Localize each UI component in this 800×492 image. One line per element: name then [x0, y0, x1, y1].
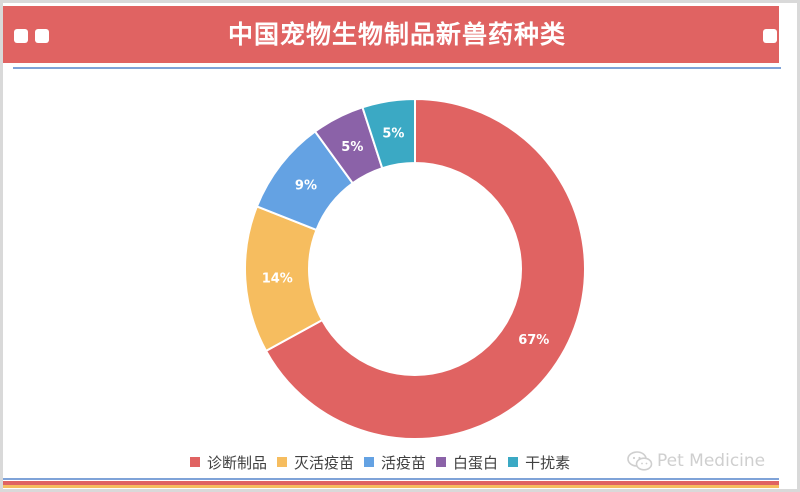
legend-swatch: [277, 457, 288, 467]
donut-slice-5: [361, 97, 416, 170]
donut-slice-1: [264, 97, 586, 440]
banner-dot-right: [763, 29, 777, 43]
legend-item-2: 灭活疫苗: [277, 452, 354, 473]
slice-label-1: 67%: [518, 333, 549, 348]
footer-bar-yellow: [3, 485, 779, 488]
footer-line-blue: [3, 478, 779, 480]
legend-label: 诊断制品: [207, 453, 268, 472]
legend-item-3: 活疫苗: [364, 452, 426, 473]
legend-swatch: [436, 457, 447, 467]
watermark: Pet Medicine: [627, 449, 765, 473]
legend-item-4: 白蛋白: [436, 452, 498, 473]
slice-label-4: 5%: [341, 140, 363, 155]
slice-label-3: 9%: [295, 178, 317, 193]
legend-label: 活疫苗: [381, 453, 427, 472]
legend-swatch: [364, 457, 375, 467]
chart-title: 中国宠物生物制品新兽药种类: [227, 20, 566, 49]
legend-label: 干扰素: [525, 453, 571, 472]
title-banner: [3, 6, 779, 63]
banner-dot-left-1: [14, 29, 28, 43]
legend-item-1: 诊断制品: [190, 452, 267, 473]
banner-dot-left-2: [35, 29, 49, 43]
legend-item-5: 干扰素: [508, 452, 570, 473]
watermark-text: Pet Medicine: [657, 451, 766, 471]
slice-label-2: 14%: [262, 272, 293, 287]
legend-swatch: [190, 457, 200, 467]
slice-label-5: 5%: [382, 127, 404, 142]
legend-swatch: [508, 457, 519, 467]
footer-bar-red: [3, 481, 779, 485]
legend-label: 白蛋白: [453, 453, 499, 472]
banner-underline: [13, 67, 781, 69]
legend-label: 灭活疫苗: [294, 453, 355, 472]
legend: 诊断制品 灭活疫苗 活疫苗 白蛋白 干扰素: [190, 452, 580, 472]
wechat-icon: [627, 451, 653, 471]
